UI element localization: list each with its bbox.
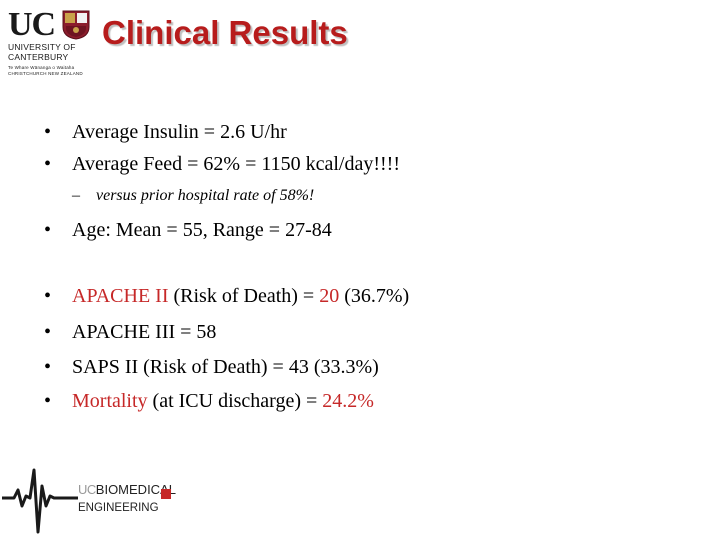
bullet-marker: • bbox=[44, 285, 52, 307]
logo-letters: UC bbox=[8, 6, 56, 43]
bullet-marker: • bbox=[44, 390, 52, 412]
logo-biomedical: UCBIOMEDICAL bbox=[78, 482, 176, 497]
ecg-waveform-icon bbox=[2, 468, 78, 534]
bullet-item: • APACHE II (Risk of Death) = 20 (36.7%) bbox=[44, 285, 409, 308]
sub-bullet-text: versus prior hospital rate of 58%! bbox=[96, 187, 315, 204]
bullet-item: • Average Feed = 62% = 1150 kcal/day!!!! bbox=[44, 153, 400, 176]
bullet-text-tail: (36.7%) bbox=[339, 285, 410, 307]
logo-engineering: ENGINEERING bbox=[78, 502, 159, 514]
bullet-text: APACHE III = 58 bbox=[72, 321, 217, 343]
bullet-item: • Age: Mean = 55, Range = 27-84 bbox=[44, 219, 332, 242]
sub-bullet-marker: – bbox=[72, 187, 80, 204]
logo-accent-icon bbox=[161, 489, 171, 499]
sub-bullet-item: – versus prior hospital rate of 58%! bbox=[72, 187, 314, 205]
biomedical-engineering-logo: UCBIOMEDICAL ENGINEERING bbox=[0, 466, 176, 540]
logo-line-4: CHRISTCHURCH NEW ZEALAND bbox=[8, 71, 83, 76]
bullet-item: • SAPS II (Risk of Death) = 43 (33.3%) bbox=[44, 356, 379, 379]
highlight-text: Mortality bbox=[72, 390, 148, 412]
bullet-marker: • bbox=[44, 321, 52, 343]
bullet-marker: • bbox=[44, 219, 52, 241]
bullet-text: Average Insulin = 2.6 U/hr bbox=[72, 121, 287, 143]
bullet-marker: • bbox=[44, 153, 52, 175]
bullet-item: • Mortality (at ICU discharge) = 24.2% bbox=[44, 390, 374, 413]
crest-icon bbox=[62, 10, 90, 40]
bullet-text: (at ICU discharge) = bbox=[147, 390, 323, 412]
slide-title: Clinical Results bbox=[102, 14, 348, 51]
logo-line-1: UNIVERSITY OF bbox=[8, 42, 76, 52]
bullet-marker: • bbox=[44, 356, 52, 378]
university-logo: UC UNIVERSITY OF CANTERBURY Te Whare Wān… bbox=[6, 6, 94, 76]
bullet-text: SAPS II (Risk of Death) = 43 (33.3%) bbox=[72, 356, 379, 378]
bullet-text: (Risk of Death) = bbox=[168, 285, 320, 307]
highlight-value: 20 bbox=[319, 285, 340, 307]
bullet-item: • APACHE III = 58 bbox=[44, 321, 216, 344]
highlight-text: APACHE II bbox=[72, 285, 169, 307]
bullet-item: • Average Insulin = 2.6 U/hr bbox=[44, 121, 287, 144]
highlight-value: 24.2% bbox=[322, 390, 374, 412]
bullet-marker: • bbox=[44, 121, 52, 143]
logo-line-3: Te Whare Wānanga o Waitaha bbox=[8, 65, 75, 70]
bullet-text: Age: Mean = 55, Range = 27-84 bbox=[72, 219, 332, 241]
logo-line-2: CANTERBURY bbox=[8, 52, 69, 62]
bullet-text: Average Feed = 62% = 1150 kcal/day!!!! bbox=[72, 153, 400, 175]
